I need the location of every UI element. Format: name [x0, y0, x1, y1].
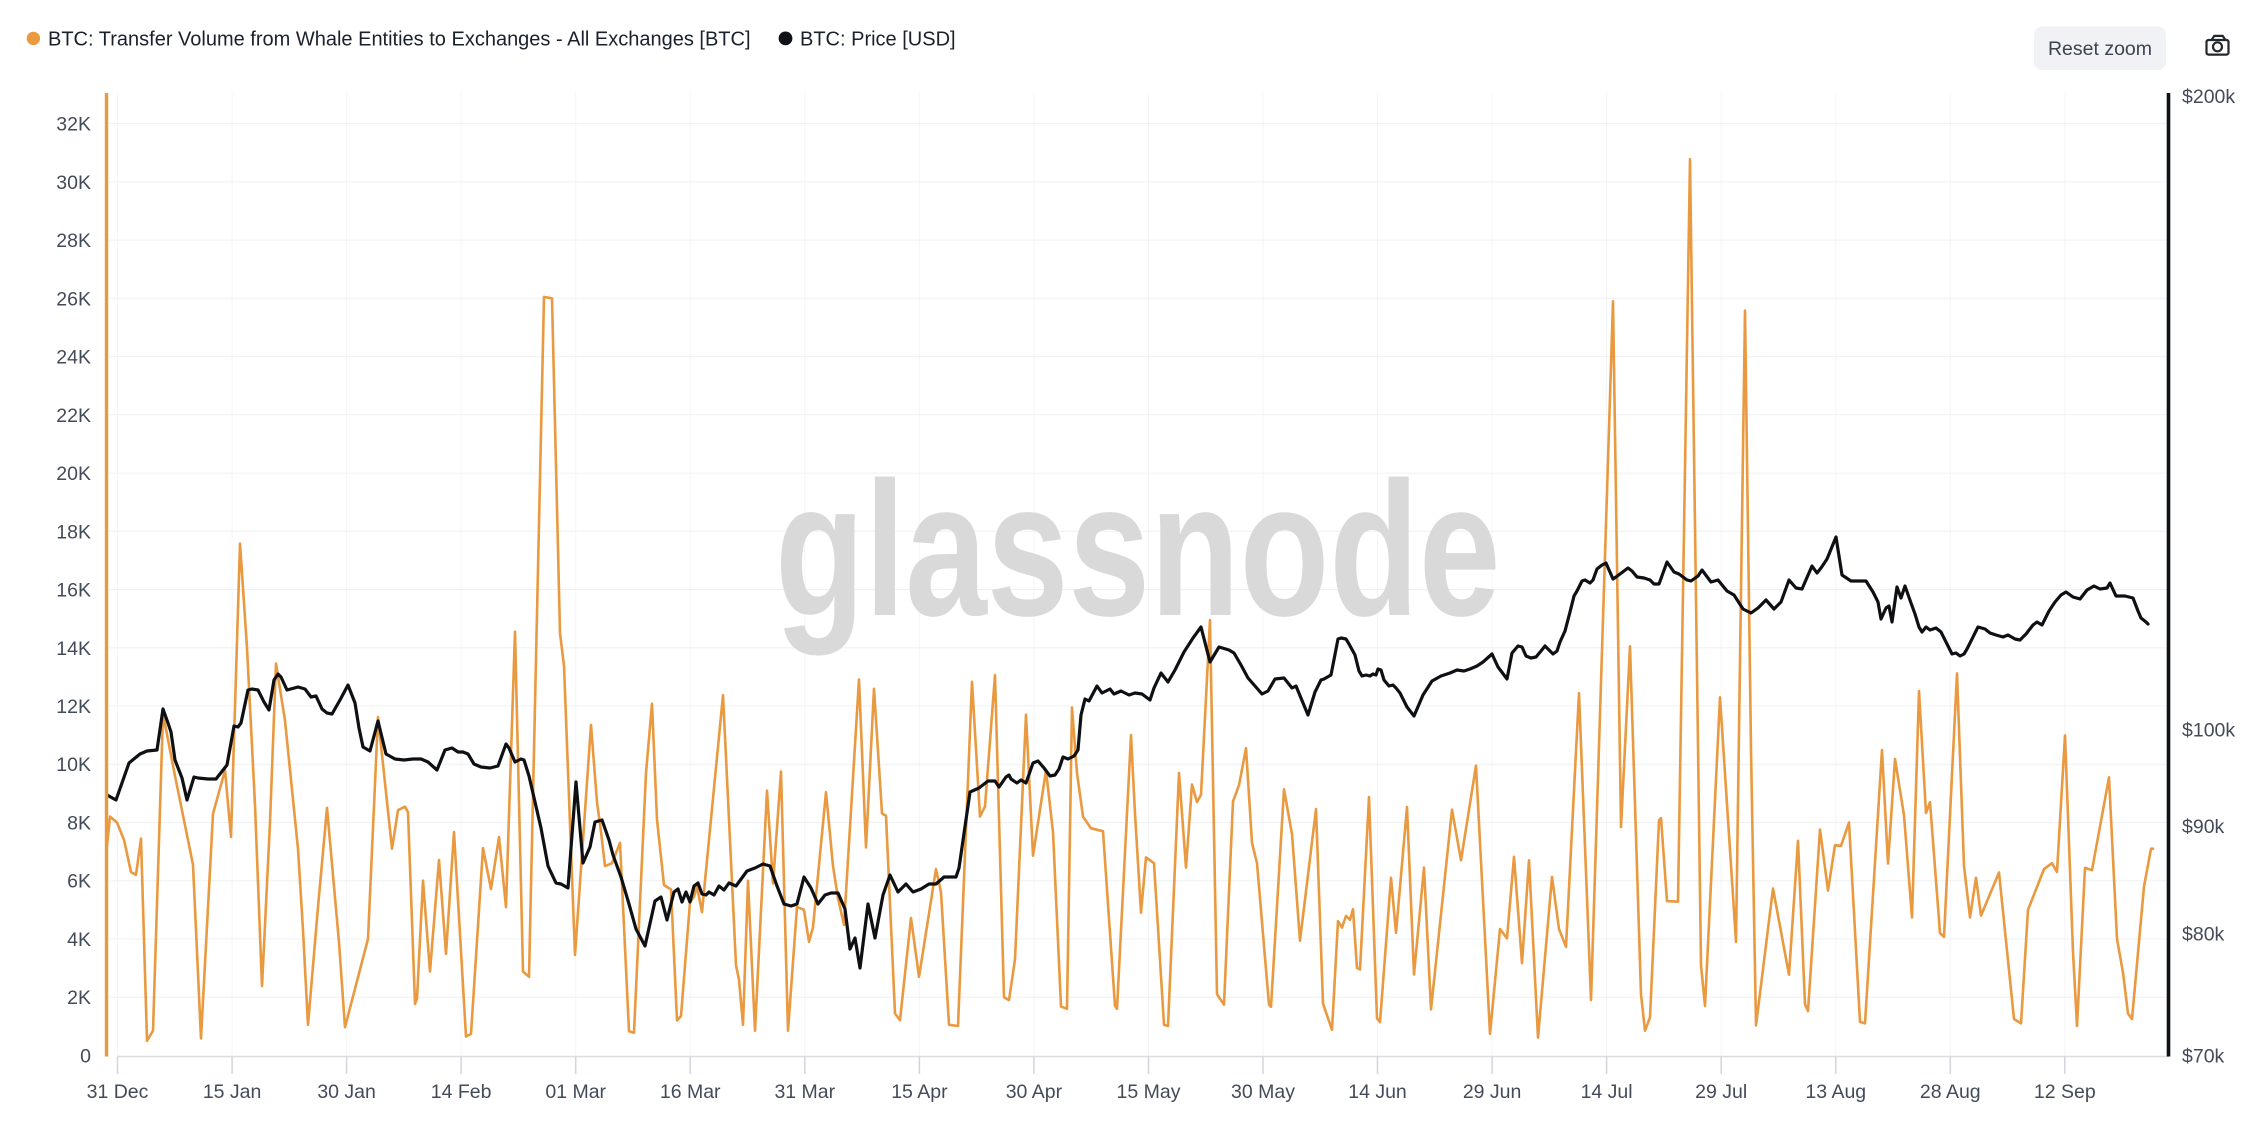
svg-text:13 Aug: 13 Aug [1805, 1081, 1866, 1103]
svg-text:24K: 24K [56, 347, 91, 369]
svg-text:BTC: Price [USD]: BTC: Price [USD] [800, 29, 956, 51]
svg-text:30 May: 30 May [1231, 1081, 1295, 1103]
svg-text:14 Jul: 14 Jul [1581, 1081, 1633, 1103]
svg-text:10K: 10K [56, 754, 91, 776]
svg-text:29 Jul: 29 Jul [1695, 1081, 1747, 1103]
svg-text:20K: 20K [56, 463, 91, 485]
svg-text:$90k: $90k [2182, 816, 2225, 838]
svg-text:29 Jun: 29 Jun [1463, 1081, 1522, 1103]
svg-text:15 Jan: 15 Jan [203, 1081, 262, 1103]
svg-text:15 Apr: 15 Apr [891, 1081, 948, 1103]
svg-text:14K: 14K [56, 638, 91, 660]
svg-text:14 Jun: 14 Jun [1348, 1081, 1407, 1103]
svg-text:Reset zoom: Reset zoom [2048, 38, 2152, 60]
svg-text:glassnode: glassnode [775, 443, 1500, 656]
svg-text:16 Mar: 16 Mar [660, 1081, 721, 1103]
svg-text:2K: 2K [67, 987, 91, 1009]
svg-text:6K: 6K [67, 871, 91, 893]
svg-text:$80k: $80k [2182, 923, 2225, 945]
svg-text:30K: 30K [56, 172, 91, 194]
svg-text:$70k: $70k [2182, 1045, 2225, 1067]
svg-text:0: 0 [80, 1045, 91, 1067]
svg-text:15 May: 15 May [1117, 1081, 1181, 1103]
svg-text:28K: 28K [56, 230, 91, 252]
svg-text:31 Dec: 31 Dec [87, 1081, 149, 1103]
svg-text:22K: 22K [56, 405, 91, 427]
svg-text:12 Sep: 12 Sep [2034, 1081, 2096, 1103]
svg-text:18K: 18K [56, 521, 91, 543]
svg-text:30 Jan: 30 Jan [317, 1081, 376, 1103]
svg-text:12K: 12K [56, 696, 91, 718]
svg-text:14 Feb: 14 Feb [431, 1081, 492, 1103]
svg-text:28 Aug: 28 Aug [1920, 1081, 1981, 1103]
svg-text:26K: 26K [56, 288, 91, 310]
svg-text:01 Mar: 01 Mar [545, 1081, 606, 1103]
svg-text:4K: 4K [67, 929, 91, 951]
svg-text:31 Mar: 31 Mar [774, 1081, 835, 1103]
svg-text:$200k: $200k [2182, 86, 2235, 108]
svg-text:8K: 8K [67, 813, 91, 835]
svg-text:16K: 16K [56, 580, 91, 602]
svg-text:30 Apr: 30 Apr [1006, 1081, 1063, 1103]
svg-text:BTC: Transfer Volume from Whal: BTC: Transfer Volume from Whale Entities… [48, 29, 751, 51]
svg-text:32K: 32K [56, 114, 91, 136]
svg-text:$100k: $100k [2182, 720, 2235, 742]
